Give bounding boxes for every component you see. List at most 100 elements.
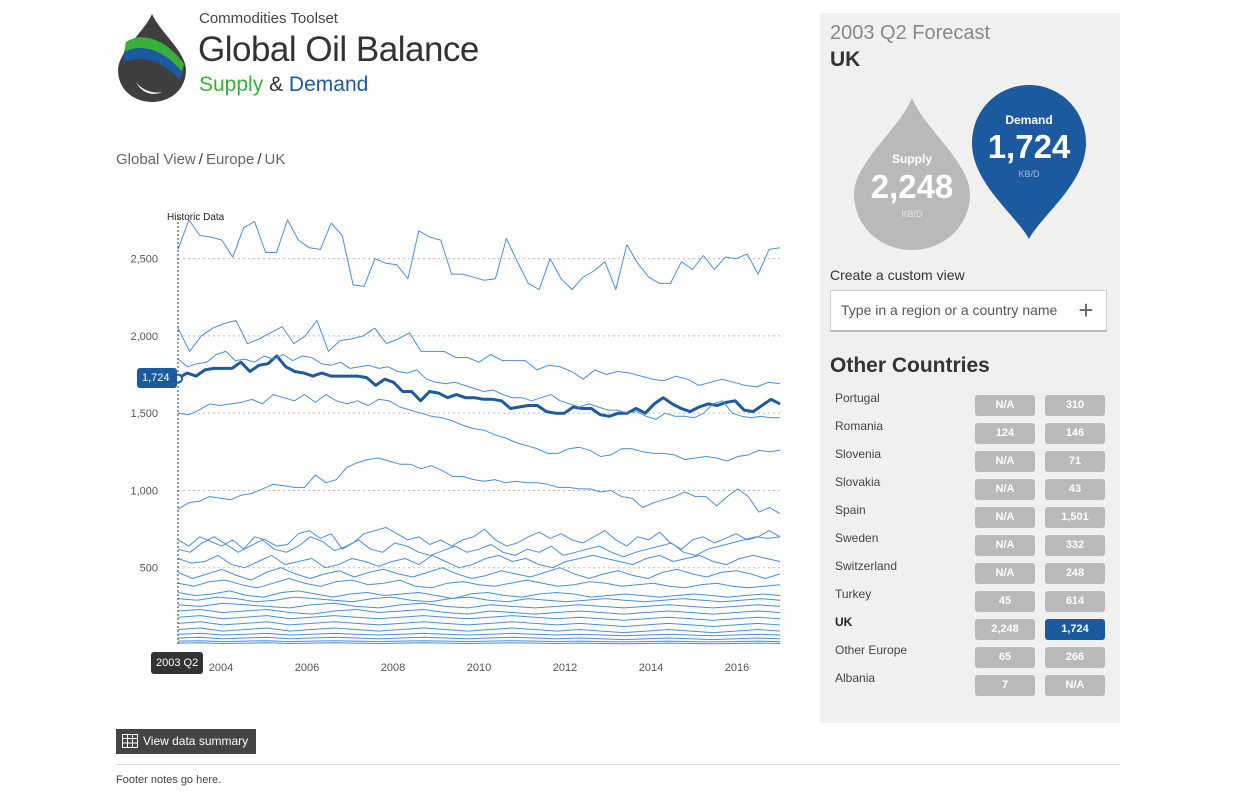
supply-label: Supply — [891, 152, 932, 166]
country-row[interactable]: UK 2,248 1,724 — [830, 612, 1115, 640]
country-name: Turkey — [835, 587, 872, 601]
x-tick-label: 2016 — [725, 662, 749, 674]
country-list: Portugal N/A 310 Romania 124 146 Slovenia N/A 71… — [830, 388, 1115, 696]
country-name: Other Europe — [835, 643, 908, 657]
demand-pill[interactable]: 614 — [1045, 591, 1105, 612]
supply-pill[interactable]: 65 — [975, 647, 1035, 668]
x-tick-label: 2012 — [553, 662, 577, 674]
demand-pill[interactable]: 43 — [1045, 479, 1105, 500]
selected-date-badge: 2003 Q2 — [151, 652, 204, 674]
demand-drop: Demand 1,724 KB/D — [970, 83, 1088, 240]
series-line — [177, 632, 781, 637]
oil-drop-logo-icon — [118, 14, 186, 102]
other-countries-title: Other Countries — [830, 354, 990, 377]
supply-pill[interactable]: 2,248 — [975, 619, 1035, 640]
custom-view-search: + — [830, 290, 1107, 332]
country-row[interactable]: Albania 7 N/A — [830, 668, 1115, 696]
supply-pill[interactable]: 7 — [975, 675, 1035, 696]
chart-canvas[interactable]: 500 1,000 1,500 2,000 2,500 2004 2006 2008 2010 2… — [110, 200, 790, 680]
supply-pill[interactable]: N/A — [975, 507, 1035, 528]
country-row[interactable]: Slovenia N/A 71 — [830, 444, 1115, 472]
y-tick-label: 2,500 — [130, 254, 158, 266]
y-tick-label: 2,000 — [130, 331, 158, 343]
supply-pill[interactable]: N/A — [975, 479, 1035, 500]
view-data-summary-button[interactable]: View data summary — [116, 729, 256, 754]
series-line — [177, 596, 781, 603]
app-title: Global Oil Balance — [198, 30, 479, 69]
series-line — [177, 320, 781, 388]
breadcrumb-europe[interactable]: Europe — [205, 151, 255, 168]
demand-unit: KB/D — [1018, 169, 1040, 179]
oil-balance-chart[interactable]: 500 1,000 1,500 2,000 2,500 2004 2006 2008 2010 2… — [110, 200, 790, 680]
series-line — [177, 640, 781, 643]
breadcrumb-separator: / — [198, 151, 203, 168]
app-subtitle: Commodities Toolset — [199, 10, 338, 27]
demand-pill[interactable]: 71 — [1045, 451, 1105, 472]
country-row[interactable]: Sweden N/A 332 — [830, 528, 1115, 556]
breadcrumb-uk[interactable]: UK — [264, 151, 286, 168]
country-row[interactable]: Other Europe 65 266 — [830, 640, 1115, 668]
demand-pill[interactable]: N/A — [1045, 675, 1105, 696]
supply-pill[interactable]: 45 — [975, 591, 1035, 612]
breadcrumb-global-view[interactable]: Global View — [116, 151, 196, 168]
country-row[interactable]: Romania 124 146 — [830, 416, 1115, 444]
x-tick-label: 2004 — [209, 662, 233, 674]
plus-icon[interactable]: + — [1078, 295, 1094, 325]
y-tick-label: 1,000 — [130, 485, 158, 497]
region-search-input[interactable] — [831, 291, 1061, 329]
supply-pill[interactable]: N/A — [975, 563, 1035, 584]
series-line — [177, 536, 781, 558]
supply-drop: Supply 2,248 KB/D — [852, 98, 972, 253]
series-line — [177, 578, 781, 589]
country-name: UK — [835, 615, 853, 629]
historic-data-label: Historic Data — [167, 212, 225, 223]
country-name: Albania — [835, 671, 876, 685]
table-icon — [122, 734, 138, 748]
demand-pill[interactable]: 266 — [1045, 647, 1105, 668]
demand-pill[interactable]: 248 — [1045, 563, 1105, 584]
series-line — [177, 554, 781, 569]
app-tagline: Supply & Demand — [199, 73, 368, 97]
demand-drop-shape — [972, 85, 1086, 239]
demand-pill[interactable]: 332 — [1045, 535, 1105, 556]
series-line — [177, 350, 780, 420]
country-row[interactable]: Switzerland N/A 248 — [830, 556, 1115, 584]
series-line — [177, 636, 781, 641]
country-row[interactable]: Turkey 45 614 — [830, 584, 1115, 612]
x-tick-label: 2006 — [295, 662, 319, 674]
forecast-region: UK — [830, 48, 861, 71]
tagline-demand: Demand — [288, 73, 369, 96]
country-row[interactable]: Slovakia N/A 43 — [830, 472, 1115, 500]
y-tick-label: 1,500 — [130, 408, 158, 420]
supply-pill[interactable]: N/A — [975, 451, 1035, 472]
summary-button-label: View data summary — [143, 734, 249, 748]
demand-pill[interactable]: 1,501 — [1045, 507, 1105, 528]
series-line — [177, 602, 781, 609]
x-tick-label: 2010 — [467, 662, 491, 674]
y-tick-label: 500 — [140, 563, 158, 575]
series-line-uk — [177, 354, 781, 418]
demand-pill[interactable]: 146 — [1045, 423, 1105, 444]
supply-pill[interactable]: N/A — [975, 395, 1035, 416]
country-name: Romania — [835, 419, 884, 433]
series-line — [177, 642, 781, 645]
forecast-panel: 2003 Q2 Forecast UK Supply 2,248 KB/D De… — [820, 13, 1120, 723]
supply-value: 2,248 — [870, 168, 954, 205]
custom-view-label: Create a custom view — [830, 267, 965, 283]
series-line — [177, 219, 781, 290]
demand-pill[interactable]: 1,724 — [1045, 619, 1105, 640]
country-row[interactable]: Portugal N/A 310 — [830, 388, 1115, 416]
series-line — [177, 567, 781, 581]
footer-divider — [116, 764, 1120, 765]
supply-pill[interactable]: 124 — [975, 423, 1035, 444]
country-row[interactable]: Spain N/A 1,501 — [830, 500, 1115, 528]
forecast-title: 2003 Q2 Forecast — [830, 22, 991, 44]
x-tick-label: 2008 — [381, 662, 405, 674]
supply-pill[interactable]: N/A — [975, 535, 1035, 556]
series-line — [177, 394, 781, 462]
footer-note: Footer notes go here. — [116, 774, 222, 786]
demand-pill[interactable]: 310 — [1045, 395, 1105, 416]
demand-label: Demand — [1005, 113, 1053, 127]
series-line — [177, 590, 781, 600]
country-name: Slovakia — [835, 475, 881, 489]
